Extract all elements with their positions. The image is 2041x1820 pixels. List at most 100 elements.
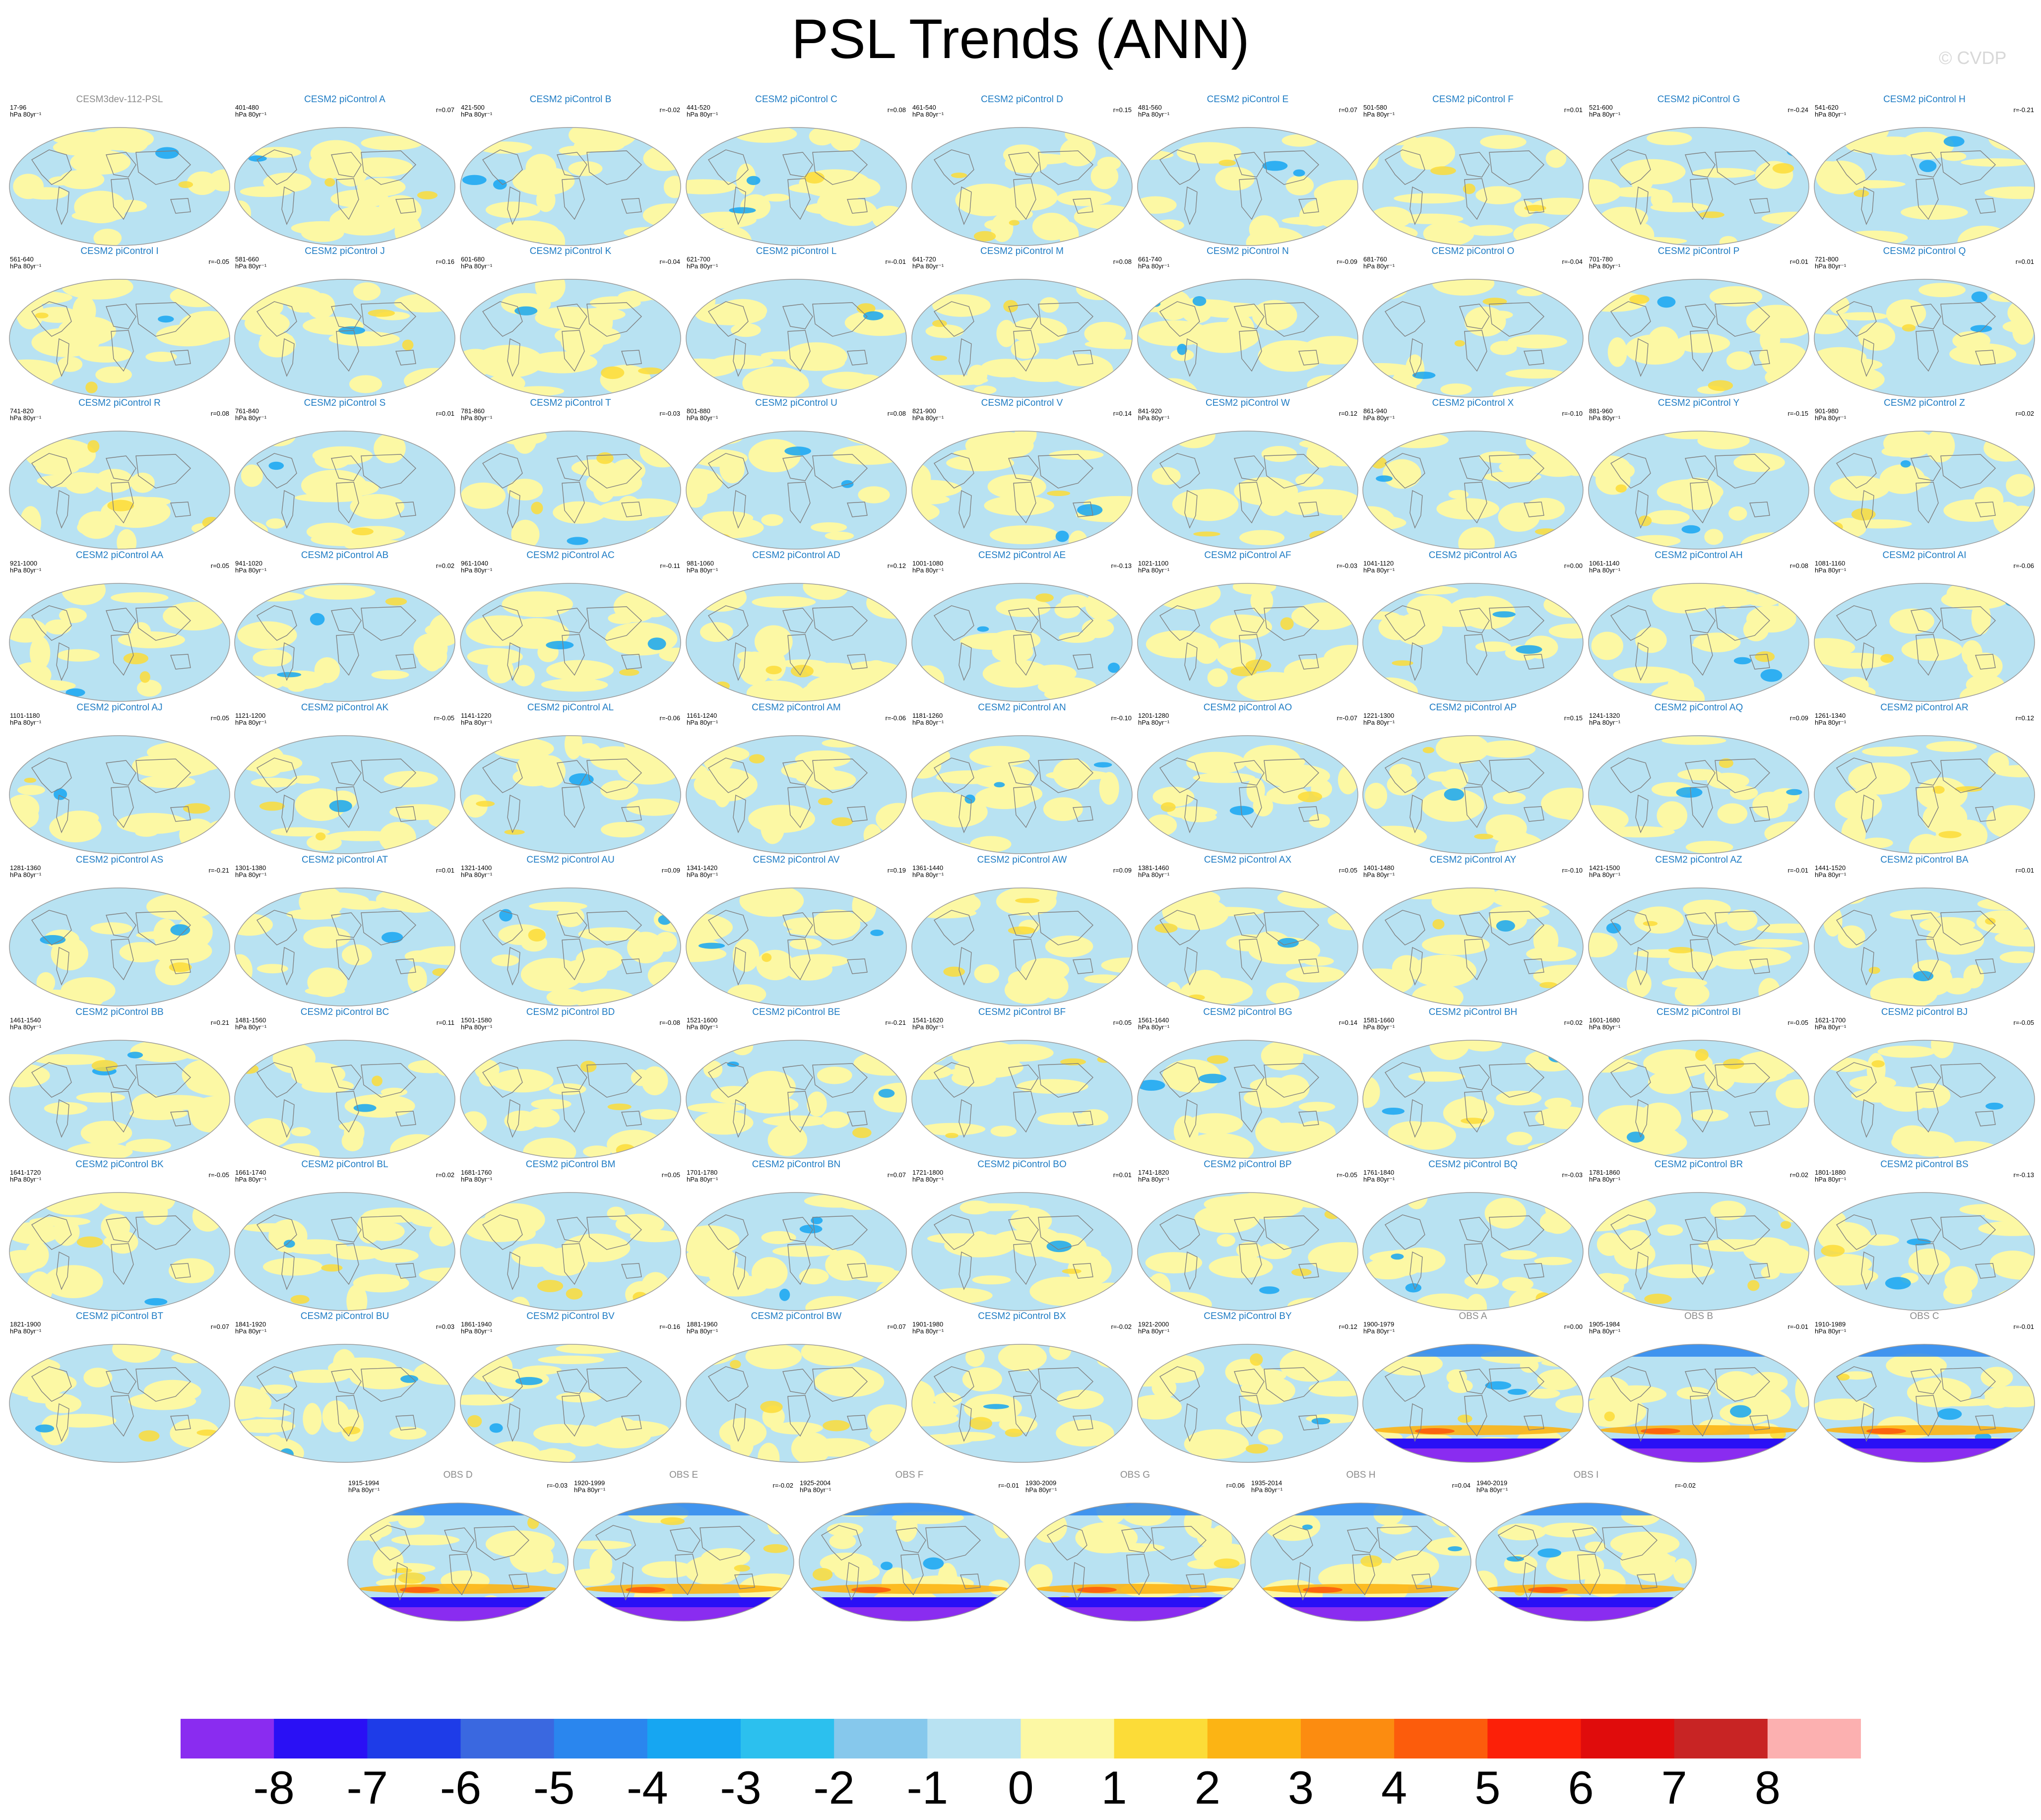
map-plot	[234, 1344, 455, 1463]
map-plot	[1588, 279, 1809, 398]
panel-title: CESM2 piControl J	[305, 246, 385, 256]
colorbar-swatch	[367, 1719, 461, 1758]
panel-units: hPa 80yr⁻¹	[461, 414, 493, 422]
panel-years: 1541-1620	[912, 1016, 944, 1024]
panel-years: 1021-1100	[1138, 560, 1169, 567]
panel-correlation: r=0.06	[1226, 1482, 1245, 1489]
panel-title: CESM2 piControl AJ	[76, 702, 163, 713]
colorbar-swatch	[647, 1719, 741, 1758]
map-panel: CESM2 piControl AT 1301-1380 hPa 80yr⁻¹ r=0…	[232, 855, 457, 1008]
map-panel: CESM2 piControl AW 1361-1440 hPa 80yr⁻¹ r=0…	[909, 855, 1135, 1008]
map-plot	[460, 1040, 681, 1159]
map-plot	[9, 127, 230, 246]
panel-correlation: r=-0.21	[2013, 106, 2034, 114]
map-plot	[1137, 735, 1358, 854]
map-panel: CESM2 piControl AE 1001-1080 hPa 80yr⁻¹ r=-…	[909, 550, 1135, 703]
panel-units: hPa 80yr⁻¹	[1589, 719, 1621, 726]
panel-years: 1521-1600	[687, 1016, 718, 1024]
colorbar-tick-label: -1	[906, 1761, 949, 1814]
panel-title: CESM2 piControl BO	[977, 1159, 1067, 1170]
map-panel: CESM2 piControl AS 1281-1360 hPa 80yr⁻¹ r=-…	[7, 855, 232, 1008]
panel-years: 841-920	[1138, 407, 1162, 415]
panel-title: CESM2 piControl AU	[526, 855, 615, 865]
map-plot	[460, 431, 681, 550]
panel-years: 621-700	[687, 255, 710, 263]
panel-units: hPa 80yr⁻¹	[10, 1327, 42, 1335]
panel-years: 1935-2014	[1251, 1479, 1282, 1487]
panel-units: hPa 80yr⁻¹	[1589, 1176, 1621, 1183]
map-panel: CESM2 piControl BP 1741-1820 hPa 80yr⁻¹ r=-…	[1135, 1159, 1360, 1313]
colorbar-swatch	[1767, 1719, 1861, 1758]
map-panel: CESM2 piControl BF 1541-1620 hPa 80yr⁻¹ r=0…	[909, 1007, 1135, 1160]
panel-units: hPa 80yr⁻¹	[10, 262, 42, 270]
map-panel: CESM2 piControl A 401-480 hPa 80yr⁻¹ r=0.07	[232, 94, 457, 248]
panel-title: CESM2 piControl K	[529, 246, 612, 256]
map-plot	[686, 127, 907, 246]
panel-title: OBS H	[1346, 1470, 1376, 1480]
panel-units: hPa 80yr⁻¹	[1363, 414, 1395, 422]
colorbar-swatch	[460, 1719, 555, 1758]
panel-units: hPa 80yr⁻¹	[1815, 414, 1847, 422]
panel-years: 1601-1680	[1589, 1016, 1620, 1024]
map-plot	[1475, 1503, 1697, 1622]
map-plot	[911, 735, 1133, 854]
panel-title: CESM2 piControl AM	[752, 702, 841, 713]
map-panel: CESM2 piControl BO 1721-1800 hPa 80yr⁻¹ r=0…	[909, 1159, 1135, 1313]
panel-correlation: r=0.15	[1113, 106, 1132, 114]
panel-units: hPa 80yr⁻¹	[1138, 111, 1170, 118]
panel-units: hPa 80yr⁻¹	[1363, 1327, 1395, 1335]
panel-correlation: r=0.02	[1789, 1171, 1808, 1179]
map-panel: OBS G 1930-2009 hPa 80yr⁻¹ r=0.06	[1022, 1470, 1248, 1623]
panel-units: hPa 80yr⁻¹	[912, 1023, 944, 1031]
panel-correlation: r=0.00	[1564, 562, 1583, 569]
panel-units: hPa 80yr⁻¹	[235, 111, 267, 118]
panel-correlation: r=-0.01	[1787, 1323, 1808, 1330]
panel-correlation: r=0.12	[2015, 714, 2034, 722]
panel-correlation: r=0.19	[887, 867, 906, 874]
panel-units: hPa 80yr⁻¹	[1138, 719, 1170, 726]
panel-title: CESM2 piControl R	[78, 398, 161, 408]
panel-title: CESM2 piControl AS	[75, 855, 164, 865]
colorbar-tick-label: 7	[1661, 1761, 1687, 1814]
map-plot	[686, 583, 907, 702]
map-plot	[460, 279, 681, 398]
panel-years: 1641-1720	[10, 1169, 41, 1176]
panel-correlation: r=0.07	[887, 1171, 906, 1179]
panel-correlation: r=0.01	[1113, 1171, 1132, 1179]
panel-years: 1401-1480	[1363, 864, 1395, 872]
panel-correlation: r=0.07	[1339, 106, 1357, 114]
panel-units: hPa 80yr⁻¹	[687, 111, 718, 118]
panel-years: 661-740	[1138, 255, 1162, 263]
panel-units: hPa 80yr⁻¹	[912, 414, 944, 422]
panel-title: CESM2 piControl M	[980, 246, 1064, 256]
map-panel: CESM2 piControl P 701-780 hPa 80yr⁻¹ r=0.01	[1586, 246, 1811, 399]
panel-years: 1701-1780	[687, 1169, 718, 1176]
colorbar-swatch	[554, 1719, 648, 1758]
map-panel: CESM2 piControl BW 1881-1960 hPa 80yr⁻¹ r=0…	[684, 1311, 909, 1464]
panel-years: 581-660	[235, 255, 259, 263]
map-plot	[911, 127, 1133, 246]
panel-years: 1581-1660	[1363, 1016, 1395, 1024]
panel-units: hPa 80yr⁻¹	[1138, 1327, 1170, 1335]
colorbar-swatch	[741, 1719, 834, 1758]
panel-title: CESM2 piControl BU	[300, 1311, 389, 1321]
panel-correlation: r=-0.03	[1337, 562, 1357, 569]
panel-title: CESM2 piControl BE	[752, 1007, 840, 1017]
panel-units: hPa 80yr⁻¹	[10, 1023, 42, 1031]
map-panel: CESM2 piControl BQ 1761-1840 hPa 80yr⁻¹ r=-…	[1360, 1159, 1586, 1313]
panel-title: CESM2 piControl BJ	[1881, 1007, 1968, 1017]
map-panel: CESM2 piControl BM 1681-1760 hPa 80yr⁻¹ r=0…	[458, 1159, 683, 1313]
map-plot	[1814, 431, 2035, 550]
map-panel: CESM2 piControl F 501-580 hPa 80yr⁻¹ r=0.01	[1360, 94, 1586, 248]
panel-title: CESM2 piControl AA	[75, 550, 164, 561]
panel-units: hPa 80yr⁻¹	[461, 262, 493, 270]
map-panel: OBS B 1905-1984 hPa 80yr⁻¹ r=-0.01	[1586, 1311, 1811, 1464]
panel-years: 1781-1860	[1589, 1169, 1620, 1176]
panel-title: CESM2 piControl BT	[75, 1311, 164, 1321]
map-panel: CESM2 piControl G 521-600 hPa 80yr⁻¹ r=-0.2…	[1586, 94, 1811, 248]
panel-title: CESM2 piControl AX	[1204, 855, 1292, 865]
panel-years: 1441-1520	[1815, 864, 1846, 872]
colorbar-swatch	[1114, 1719, 1208, 1758]
panel-units: hPa 80yr⁻¹	[1815, 1023, 1847, 1031]
panel-units: hPa 80yr⁻¹	[1138, 871, 1170, 879]
